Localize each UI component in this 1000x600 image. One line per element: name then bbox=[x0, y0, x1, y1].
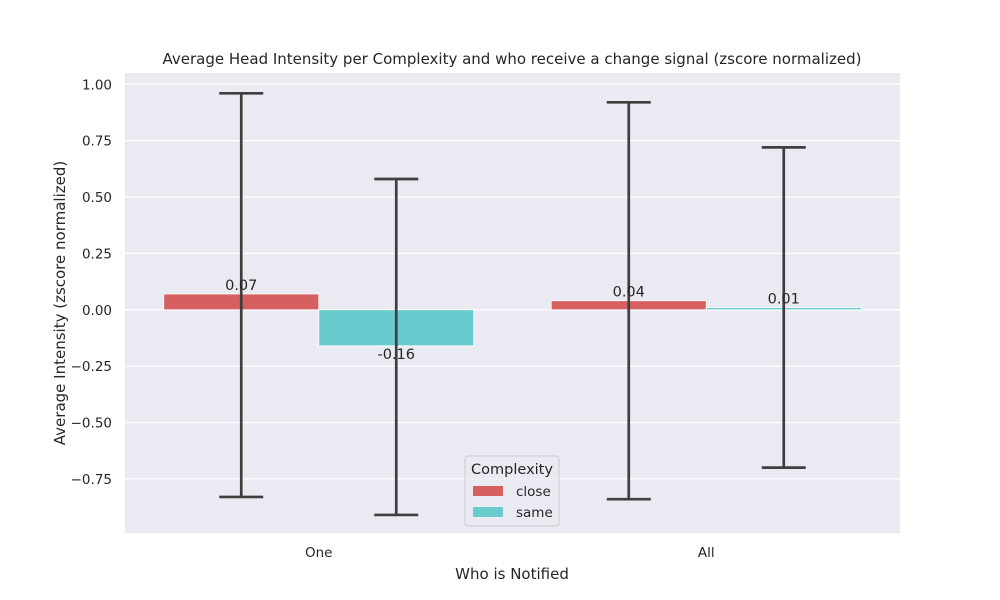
y-tick-label: 0.75 bbox=[82, 134, 112, 150]
error-bar-same-one bbox=[374, 177, 419, 517]
x-tick-label-all: All bbox=[698, 545, 715, 561]
error-bar-same-all bbox=[761, 146, 806, 469]
legend-title: Complexity bbox=[471, 462, 553, 478]
x-axis-label: Who is Notified bbox=[455, 565, 569, 583]
error-bars bbox=[219, 91, 806, 517]
x-axis-ticks: One All bbox=[305, 545, 715, 561]
data-label-close-one: 0.07 bbox=[225, 278, 257, 294]
data-labels: 0.07 -0.16 0.04 0.01 bbox=[225, 278, 800, 363]
y-tick-label: 0.50 bbox=[82, 190, 112, 206]
y-tick-label: −0.75 bbox=[71, 472, 112, 488]
legend-label-close: close bbox=[516, 484, 551, 500]
error-bar-close-all bbox=[606, 100, 651, 501]
y-tick-label: −0.25 bbox=[71, 359, 112, 375]
y-tick-label: 1.00 bbox=[82, 77, 112, 93]
y-tick-label: 0.25 bbox=[82, 246, 112, 262]
legend-swatch-same bbox=[473, 507, 503, 517]
data-label-same-one: -0.16 bbox=[377, 347, 415, 363]
x-tick-label-one: One bbox=[305, 545, 333, 561]
error-bar-close-one bbox=[219, 91, 264, 499]
legend-label-same: same bbox=[516, 505, 553, 521]
chart-title: Average Head Intensity per Complexity an… bbox=[163, 50, 862, 68]
y-axis-label: Average Intensity (zscore normalized) bbox=[51, 161, 69, 445]
y-axis-ticks: −0.75 −0.50 −0.25 0.00 0.25 0.50 0.75 1.00 bbox=[71, 77, 112, 488]
y-tick-label: 0.00 bbox=[82, 303, 112, 319]
data-label-same-all: 0.01 bbox=[768, 292, 800, 308]
y-tick-label: −0.50 bbox=[71, 416, 112, 432]
legend: Complexity close same bbox=[464, 455, 560, 527]
legend-swatch-close bbox=[473, 486, 503, 496]
data-label-close-all: 0.04 bbox=[613, 285, 645, 301]
